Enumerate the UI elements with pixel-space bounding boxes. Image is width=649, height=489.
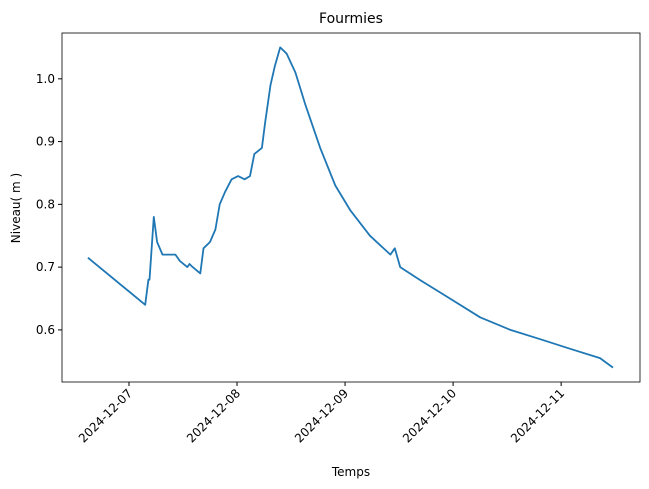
data-line (87, 46, 614, 369)
x-axis-label: Temps (331, 465, 370, 479)
y-tick-label: 1.0 (36, 72, 55, 86)
x-tick-label: 2024-12-09 (292, 386, 351, 445)
y-tick-label: 0.9 (36, 135, 55, 149)
x-tick-label: 2024-12-11 (508, 386, 567, 445)
chart-title: Fourmies (319, 11, 383, 27)
x-tick-label: 2024-12-08 (184, 386, 243, 445)
plot-frame (61, 32, 641, 383)
y-axis-label: Niveau( m ) (9, 173, 23, 243)
y-tick-label: 0.8 (36, 197, 55, 211)
x-tick-label: 2024-12-07 (76, 386, 135, 445)
x-tick-label: 2024-12-10 (400, 386, 459, 445)
y-tick-label: 0.6 (36, 323, 55, 337)
y-tick-label: 0.7 (36, 260, 55, 274)
